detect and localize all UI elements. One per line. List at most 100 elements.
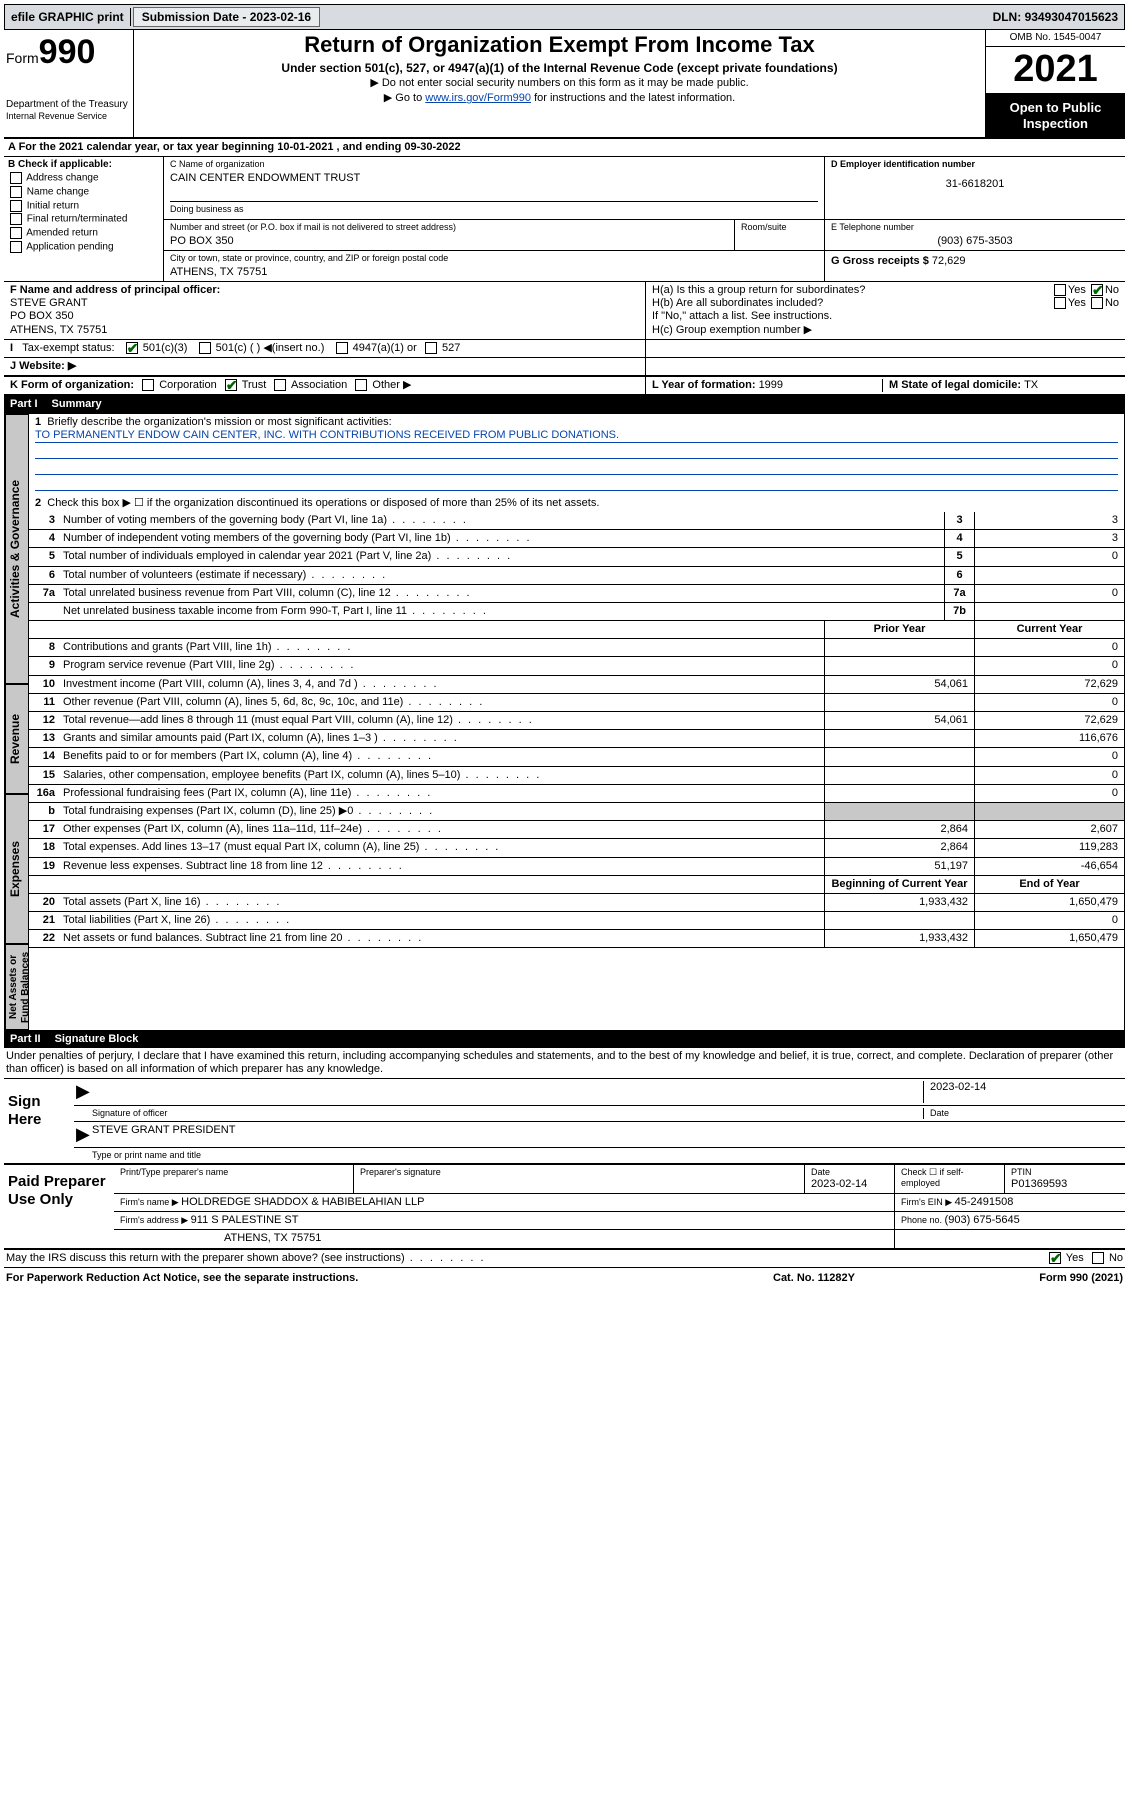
summary-line: 13Grants and similar amounts paid (Part …	[29, 730, 1124, 748]
cb-ha-no[interactable]	[1091, 284, 1103, 296]
cb-discuss-no[interactable]	[1092, 1252, 1104, 1264]
line2: 2 Check this box ▶ ☐ if the organization…	[29, 495, 1124, 512]
summary-line: 22Net assets or fund balances. Subtract …	[29, 930, 1124, 948]
summary-line: 15Salaries, other compensation, employee…	[29, 767, 1124, 785]
prep-date: 2023-02-14	[811, 1178, 888, 1191]
row-f-h: F Name and address of principal officer:…	[4, 282, 1125, 340]
row-a-taxyear: A For the 2021 calendar year, or tax yea…	[4, 139, 1125, 157]
discuss-row: May the IRS discuss this return with the…	[4, 1250, 1125, 1268]
dept-label: Department of the Treasury	[6, 99, 131, 111]
officer-street: PO BOX 350	[10, 310, 639, 323]
org-name: CAIN CENTER ENDOWMENT TRUST	[170, 172, 818, 185]
page-footer: For Paperwork Reduction Act Notice, see …	[4, 1268, 1125, 1289]
tab-activities: Activities & Governance	[5, 414, 29, 684]
omb-number: OMB No. 1545-0047	[986, 30, 1125, 47]
form-note2: ▶ Go to www.irs.gov/Form990 for instruct…	[140, 92, 979, 105]
cb-application-pending[interactable]	[10, 241, 22, 253]
line1-mission: 1 Briefly describe the organization's mi…	[29, 414, 1124, 495]
cb-initial-return[interactable]	[10, 200, 22, 212]
row-j-website: J Website: ▶	[4, 358, 1125, 377]
part1-body: Activities & Governance Revenue Expenses…	[4, 414, 1125, 1031]
cb-ha-yes[interactable]	[1054, 284, 1066, 296]
jurat: Under penalties of perjury, I declare th…	[4, 1048, 1125, 1079]
tab-netassets: Net Assets or Fund Balances	[5, 944, 29, 1030]
summary-line: bTotal fundraising expenses (Part IX, co…	[29, 803, 1124, 821]
arrow-icon: ▶	[76, 1081, 92, 1103]
firm-name: HOLDREDGE SHADDOX & HABIBELAHIAN LLP	[181, 1196, 424, 1208]
cb-discuss-yes[interactable]	[1049, 1252, 1061, 1264]
form-note1: ▶ Do not enter social security numbers o…	[140, 77, 979, 90]
cb-amended-return[interactable]	[10, 227, 22, 239]
summary-line: 14Benefits paid to or for members (Part …	[29, 748, 1124, 766]
summary-line: 17Other expenses (Part IX, column (A), l…	[29, 821, 1124, 839]
summary-line: 4Number of independent voting members of…	[29, 530, 1124, 548]
cb-address-change[interactable]	[10, 172, 22, 184]
paid-preparer: Paid Preparer Use Only Print/Type prepar…	[4, 1165, 1125, 1250]
cb-corp[interactable]	[142, 379, 154, 391]
summary-line: 10Investment income (Part VIII, column (…	[29, 676, 1124, 694]
cb-4947[interactable]	[336, 342, 348, 354]
sign-here: Sign Here ▶ 2023-02-14 Signature of offi…	[4, 1079, 1125, 1165]
ptin: P01369593	[1011, 1178, 1119, 1191]
firm-phone: (903) 675-5645	[945, 1214, 1020, 1226]
irs-link[interactable]: www.irs.gov/Form990	[425, 92, 531, 104]
form-header: Form990 Department of the Treasury Inter…	[4, 30, 1125, 139]
ein: 31-6618201	[831, 178, 1119, 191]
summary-line: 11Other revenue (Part VIII, column (A), …	[29, 694, 1124, 712]
telephone: (903) 675-3503	[831, 235, 1119, 248]
row-i-taxstatus: I Tax-exempt status: 501(c)(3) 501(c) ( …	[4, 340, 1125, 358]
tax-year: 2021	[986, 47, 1125, 94]
efile-label: efile GRAPHIC print	[5, 8, 131, 26]
summary-line: 18Total expenses. Add lines 13–17 (must …	[29, 839, 1124, 857]
summary-line: 9Program service revenue (Part VIII, lin…	[29, 657, 1124, 675]
open-public-badge: Open to Public Inspection	[986, 94, 1125, 137]
cb-501c[interactable]	[199, 342, 211, 354]
yearheader2: Beginning of Current YearEnd of Year	[29, 876, 1124, 894]
officer-print-name: STEVE GRANT PRESIDENT	[92, 1124, 1123, 1146]
top-toolbar: efile GRAPHIC print Submission Date - 20…	[4, 4, 1125, 30]
irs-label: Internal Revenue Service	[6, 111, 131, 122]
arrow-icon: ▶	[76, 1124, 92, 1146]
summary-line: 20Total assets (Part X, line 16)1,933,43…	[29, 894, 1124, 912]
cb-trust[interactable]	[225, 379, 237, 391]
tab-expenses: Expenses	[5, 794, 29, 944]
summary-line: 19Revenue less expenses. Subtract line 1…	[29, 858, 1124, 876]
col-b-checkif: B Check if applicable: Address change Na…	[4, 157, 164, 281]
firm-addr2: ATHENS, TX 75751	[114, 1230, 895, 1247]
cb-501c3[interactable]	[126, 342, 138, 354]
summary-line: 8Contributions and grants (Part VIII, li…	[29, 639, 1124, 657]
summary-line: 7aTotal unrelated business revenue from …	[29, 585, 1124, 603]
firm-ein: 45-2491508	[955, 1196, 1014, 1208]
org-street: PO BOX 350	[170, 235, 728, 248]
tab-revenue: Revenue	[5, 684, 29, 794]
cb-other[interactable]	[355, 379, 367, 391]
state-domicile: TX	[1024, 379, 1038, 391]
part2-header: Part IISignature Block	[4, 1031, 1125, 1048]
dln: DLN: 93493047015623	[987, 8, 1124, 26]
org-city: ATHENS, TX 75751	[170, 266, 818, 279]
cb-hb-no[interactable]	[1091, 297, 1103, 309]
cb-final-return[interactable]	[10, 213, 22, 225]
summary-line: Net unrelated business taxable income fr…	[29, 603, 1124, 621]
gross-receipts: G Gross receipts $ 72,629	[831, 255, 1119, 268]
year-formation: 1999	[759, 379, 783, 391]
officer-name: STEVE GRANT	[10, 297, 639, 310]
mission-text: TO PERMANENTLY ENDOW CAIN CENTER, INC. W…	[35, 429, 1118, 443]
form-number: Form990	[6, 32, 131, 73]
summary-line: 5Total number of individuals employed in…	[29, 548, 1124, 566]
yearheader: Prior YearCurrent Year	[29, 621, 1124, 639]
summary-line: 21Total liabilities (Part X, line 26)0	[29, 912, 1124, 930]
cb-527[interactable]	[425, 342, 437, 354]
firm-addr1: 911 S PALESTINE ST	[191, 1214, 299, 1226]
officer-city: ATHENS, TX 75751	[10, 324, 639, 337]
cb-assoc[interactable]	[274, 379, 286, 391]
submission-date-button[interactable]: Submission Date - 2023-02-16	[133, 7, 320, 27]
summary-line: 12Total revenue—add lines 8 through 11 (…	[29, 712, 1124, 730]
form-title: Return of Organization Exempt From Incom…	[140, 32, 979, 58]
section-bcdefg: B Check if applicable: Address change Na…	[4, 157, 1125, 282]
sign-date: 2023-02-14	[923, 1081, 1123, 1103]
row-klm: K Form of organization: Corporation Trus…	[4, 377, 1125, 396]
cb-name-change[interactable]	[10, 186, 22, 198]
cb-hb-yes[interactable]	[1054, 297, 1066, 309]
form-subtitle: Under section 501(c), 527, or 4947(a)(1)…	[140, 61, 979, 75]
